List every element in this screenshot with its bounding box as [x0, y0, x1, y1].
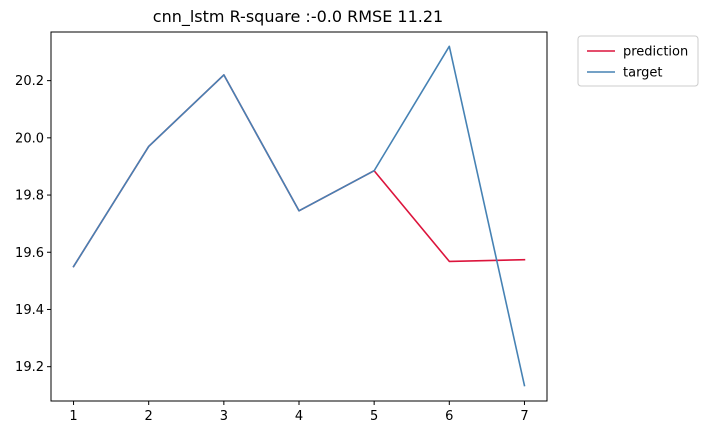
- x-tick-label: 3: [220, 409, 228, 424]
- series-line-target: [72, 45, 526, 387]
- legend-box: [577, 35, 699, 87]
- axes-frame: [50, 31, 548, 402]
- x-tick-label: 2: [145, 409, 153, 424]
- y-tick-label: 20.0: [15, 131, 44, 146]
- y-tick-label: 19.8: [15, 189, 44, 204]
- y-tick-label: 19.2: [15, 360, 44, 375]
- legend-label-prediction: prediction: [623, 45, 688, 60]
- x-tick-label: 6: [445, 409, 453, 424]
- series-line-prediction: [72, 74, 526, 268]
- y-axis: 19.2 19.4 19.6 19.8 20.0 20.2: [15, 74, 51, 375]
- x-tick-label: 5: [370, 409, 378, 424]
- y-tick-label: 19.6: [15, 246, 44, 261]
- x-tick-label: 7: [520, 409, 528, 424]
- x-tick-label: 1: [69, 409, 77, 424]
- plot-area: [72, 45, 526, 387]
- y-tick-label: 20.2: [15, 74, 44, 89]
- legend: prediction target: [577, 35, 699, 87]
- y-tick-label: 19.4: [15, 303, 44, 318]
- x-axis: 1 2 3 4 5 6 7: [69, 401, 529, 424]
- legend-label-target: target: [623, 66, 663, 81]
- x-tick-label: 4: [295, 409, 303, 424]
- chart-title: cnn_lstm R-square :-0.0 RMSE 11.21: [153, 7, 443, 27]
